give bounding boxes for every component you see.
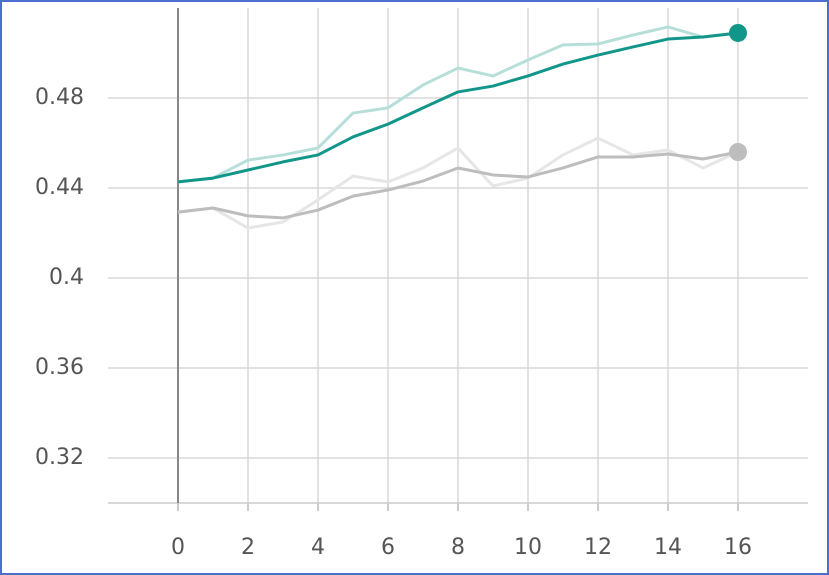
x-tick-label: 0	[171, 535, 185, 560]
series-line	[177, 25, 739, 184]
end-marker	[729, 143, 747, 161]
y-tick-label: 0.36	[35, 355, 84, 380]
x-tick-label: 14	[654, 535, 682, 560]
x-tick-label: 6	[381, 535, 395, 560]
x-tick-label: 8	[451, 535, 465, 560]
x-tick-label: 2	[241, 535, 255, 560]
end-marker	[729, 23, 747, 42]
x-tick-label: 16	[724, 535, 752, 560]
x-tick-label: 10	[514, 535, 542, 560]
series-line	[177, 136, 739, 230]
y-tick-label: 0.44	[35, 175, 84, 200]
series-line	[177, 31, 739, 184]
series-line	[177, 150, 739, 220]
x-tick-label: 12	[584, 535, 612, 560]
y-tick-label: 0.48	[35, 85, 84, 110]
y-tick-label: 0.4	[49, 265, 84, 290]
y-tick-label: 0.32	[35, 445, 84, 470]
x-tick-label: 4	[311, 535, 325, 560]
